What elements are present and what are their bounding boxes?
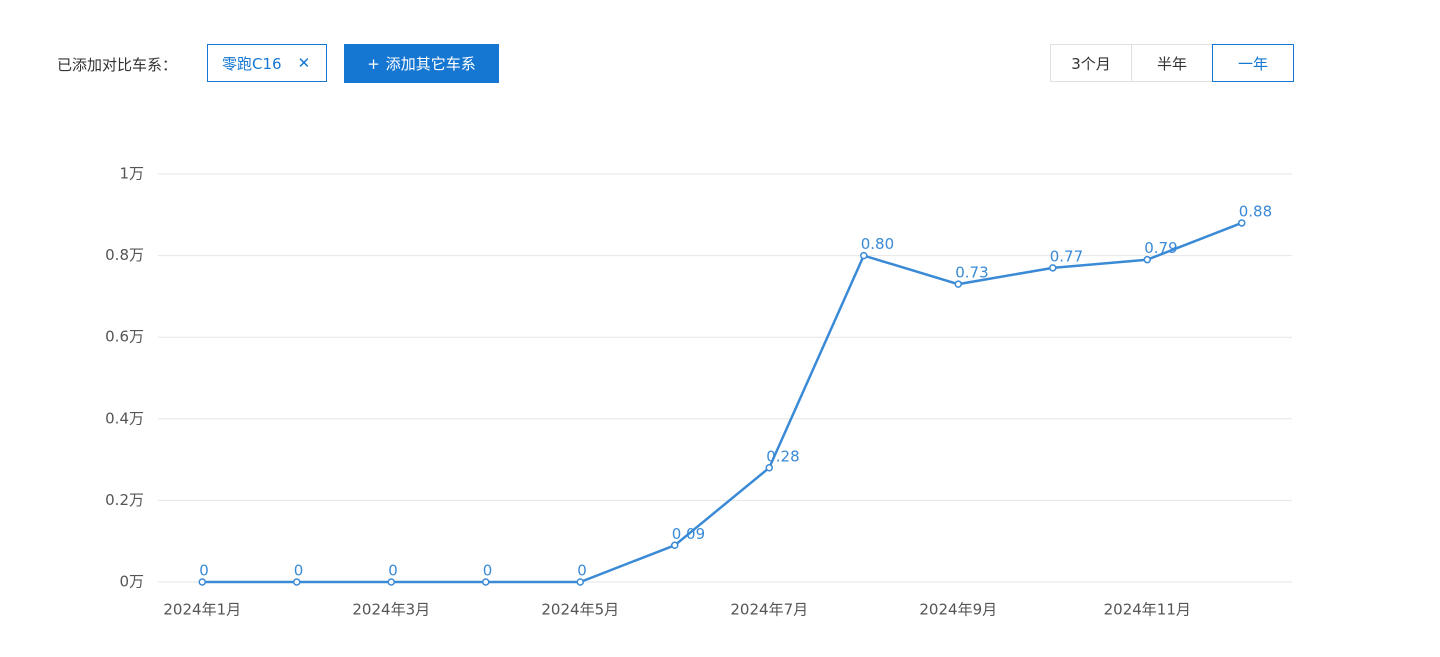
plus-icon: + [367,54,380,73]
data-point [1143,255,1151,264]
data-label: 0.77 [1050,247,1083,265]
x-tick-label: 2024年9月 [919,601,997,619]
series-tag[interactable]: 零跑C16 ✕ [207,44,327,82]
range-group: 3个月 半年 一年 [1050,44,1294,82]
data-point [765,464,773,472]
y-tick-label: 0.6万 [105,328,144,346]
add-series-button[interactable]: + 添加其它车系 [344,44,499,83]
data-label: 0.79 [1144,239,1177,257]
y-tick-label: 1万 [119,165,144,183]
data-label: 0.80 [861,235,894,253]
data-label: 0.28 [766,447,799,465]
tag-text: 零跑C16 [222,54,282,73]
data-point [293,578,301,586]
x-tick-label: 2024年5月 [541,601,619,619]
y-tick-label: 0.8万 [105,246,144,264]
data-label: 0 [388,562,398,580]
data-point [482,578,490,586]
y-tick-label: 0.2万 [105,491,144,509]
compare-label: 已添加对比车系： [57,56,178,74]
data-point [576,578,584,586]
data-point [387,578,395,586]
data-point [1238,219,1246,227]
data-label: 0 [294,562,304,580]
data-point [198,578,206,586]
series-line [202,221,1243,584]
y-tick-label: 0.4万 [105,409,144,427]
x-tick-label: 2024年1月 [163,601,241,619]
button-text: 添加其它车系 [385,55,476,73]
y-tick-label: 0万 [119,573,144,591]
data-point [1049,264,1057,272]
data-point [860,251,868,260]
close-icon[interactable]: ✕ [297,54,311,72]
data-point [671,541,679,550]
x-tick-label: 2024年3月 [352,601,430,619]
data-label: 0.73 [955,264,988,282]
data-label: 0.09 [672,525,705,543]
range-button[interactable]: 一年 [1212,44,1294,82]
x-tick-label: 2024年11月 [1104,601,1191,619]
data-label: 0 [577,562,587,580]
data-label: 0.88 [1239,202,1272,220]
data-label: 0 [483,562,493,580]
data-label: 0 [199,562,209,580]
x-tick-label: 2024年7月 [730,601,808,619]
data-point [954,280,962,288]
